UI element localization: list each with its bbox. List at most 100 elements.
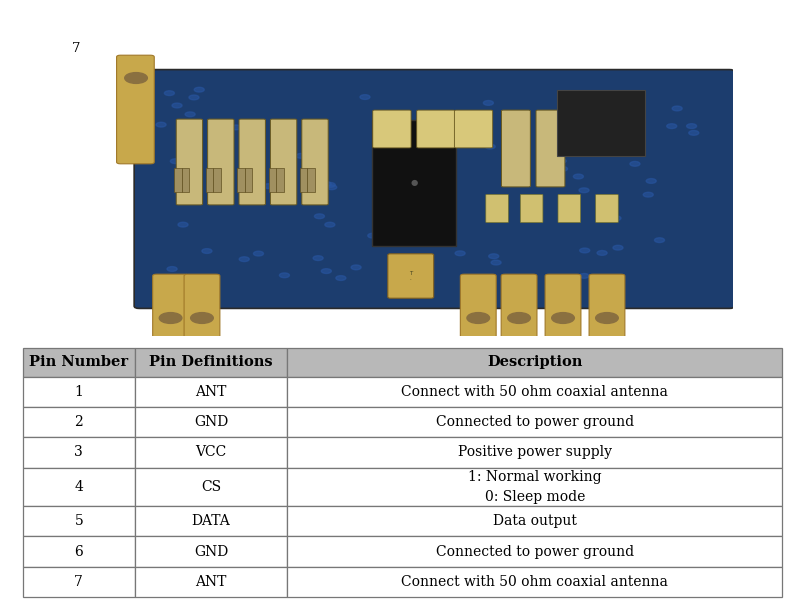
FancyBboxPatch shape [558, 194, 580, 223]
Text: 1: Normal working
0: Sleep mode: 1: Normal working 0: Sleep mode [468, 470, 601, 503]
FancyBboxPatch shape [417, 110, 455, 148]
FancyBboxPatch shape [485, 194, 509, 223]
Bar [135, 536, 287, 567]
Bar [23, 377, 135, 407]
FancyBboxPatch shape [502, 274, 537, 362]
Bar [287, 348, 782, 377]
Circle shape [491, 260, 502, 265]
Bar [135, 348, 287, 377]
Circle shape [202, 248, 212, 253]
Circle shape [172, 103, 182, 108]
Text: Pin Number: Pin Number [29, 355, 128, 370]
Circle shape [481, 279, 490, 284]
Text: 7: 7 [74, 575, 83, 589]
Circle shape [630, 161, 640, 166]
Text: Connected to power ground: Connected to power ground [436, 415, 634, 429]
Bar [300, 168, 308, 192]
Bar [135, 506, 287, 536]
Bar [213, 168, 221, 192]
Circle shape [455, 251, 465, 256]
Circle shape [579, 274, 589, 278]
Bar [372, 120, 456, 246]
Circle shape [654, 238, 664, 242]
FancyBboxPatch shape [545, 274, 581, 362]
Circle shape [556, 158, 566, 163]
Text: 5: 5 [74, 514, 83, 528]
Text: Connect with 50 ohm coaxial antenna: Connect with 50 ohm coaxial antenna [401, 575, 668, 589]
Text: ANT: ANT [196, 575, 227, 589]
Text: Pin Definitions: Pin Definitions [149, 355, 273, 370]
Circle shape [327, 185, 336, 190]
FancyBboxPatch shape [117, 55, 155, 164]
Circle shape [672, 106, 682, 111]
Bar [182, 168, 189, 192]
Circle shape [508, 313, 530, 323]
Text: 1: 1 [167, 384, 175, 397]
Circle shape [194, 87, 204, 92]
Circle shape [167, 266, 177, 271]
Text: GND: GND [194, 415, 228, 429]
FancyBboxPatch shape [270, 119, 297, 205]
Bar [135, 407, 287, 437]
Bar [287, 467, 782, 506]
Text: ANT: ANT [196, 385, 227, 399]
Circle shape [597, 251, 607, 256]
FancyBboxPatch shape [589, 274, 625, 362]
Circle shape [191, 313, 213, 323]
Circle shape [308, 178, 318, 182]
Circle shape [325, 222, 335, 227]
Text: GND: GND [194, 545, 228, 559]
Circle shape [189, 95, 199, 100]
Text: 7: 7 [72, 41, 81, 55]
Circle shape [360, 95, 370, 100]
Text: 6: 6 [603, 384, 611, 397]
Bar [245, 168, 252, 192]
Circle shape [219, 143, 229, 148]
Circle shape [489, 254, 499, 259]
Circle shape [159, 313, 182, 323]
Circle shape [503, 111, 513, 116]
Text: Description: Description [487, 355, 582, 370]
Circle shape [667, 124, 677, 128]
FancyBboxPatch shape [302, 119, 328, 205]
Circle shape [125, 73, 147, 83]
Bar [206, 168, 213, 192]
FancyBboxPatch shape [176, 119, 203, 205]
Circle shape [279, 273, 290, 278]
Circle shape [321, 269, 332, 274]
Text: 2: 2 [198, 384, 206, 397]
Bar [308, 168, 315, 192]
Bar [269, 168, 276, 192]
Circle shape [613, 245, 623, 250]
Circle shape [646, 179, 656, 184]
Circle shape [156, 122, 166, 127]
Bar [287, 407, 782, 437]
Circle shape [689, 130, 699, 135]
Circle shape [178, 222, 188, 227]
Circle shape [325, 182, 335, 187]
Bar [287, 506, 782, 536]
Text: 4: 4 [515, 384, 523, 397]
Circle shape [392, 229, 402, 234]
FancyBboxPatch shape [153, 274, 188, 362]
Text: 3: 3 [74, 445, 83, 460]
FancyBboxPatch shape [502, 110, 530, 187]
Bar [23, 437, 135, 467]
Circle shape [579, 188, 589, 193]
Circle shape [543, 140, 554, 145]
Circle shape [263, 184, 274, 188]
Circle shape [321, 182, 331, 187]
Bar [135, 567, 287, 597]
FancyBboxPatch shape [134, 70, 734, 308]
Circle shape [368, 233, 378, 238]
Text: ●: ● [411, 179, 418, 187]
Circle shape [531, 199, 541, 203]
FancyBboxPatch shape [208, 119, 234, 205]
Circle shape [231, 125, 241, 130]
Bar [23, 348, 135, 377]
Bar [23, 567, 135, 597]
Circle shape [296, 154, 306, 158]
FancyBboxPatch shape [239, 119, 266, 205]
Circle shape [315, 214, 324, 218]
Text: T
.: T . [409, 271, 412, 281]
